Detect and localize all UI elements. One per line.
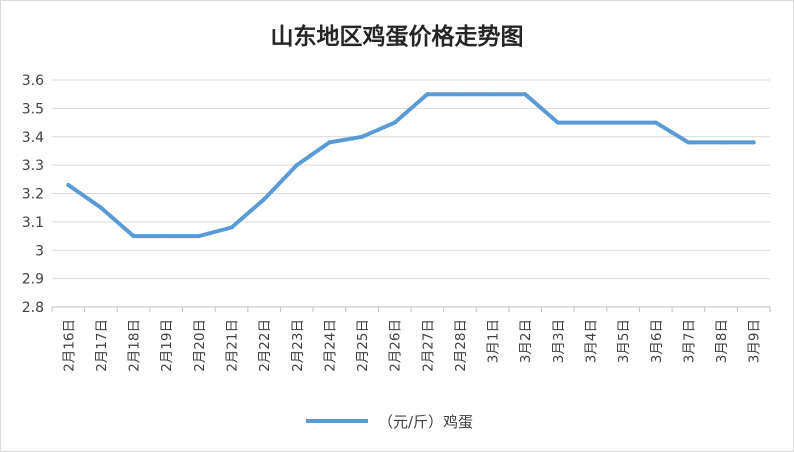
y-tick-label: 3.4 (22, 130, 44, 146)
x-tick-label: 2月18日 (127, 319, 143, 372)
data-point (588, 120, 593, 125)
x-tick-label: 2月21日 (225, 319, 241, 372)
data-point (425, 92, 430, 97)
y-tick-label: 3.5 (22, 101, 44, 117)
x-tick-label: 3月6日 (649, 319, 665, 363)
x-tick-label: 3月9日 (747, 319, 763, 363)
x-tick-label: 3月1日 (486, 319, 502, 363)
data-point (131, 234, 136, 239)
x-tick-label: 2月26日 (388, 319, 404, 372)
data-point (490, 92, 495, 97)
x-tick-label: 2月17日 (94, 319, 110, 372)
data-point (392, 120, 397, 125)
x-tick-label: 2月24日 (322, 319, 338, 372)
data-point (719, 140, 724, 145)
grid-lines (52, 79, 770, 308)
y-tick-label: 3 (35, 243, 44, 259)
data-point (262, 197, 267, 202)
data-point (164, 234, 169, 239)
y-tick-label: 2.8 (22, 300, 44, 316)
y-tick-label: 3.6 (22, 73, 44, 89)
x-tick-label: 2月19日 (159, 319, 175, 372)
data-point (294, 163, 299, 168)
x-tick-label: 3月4日 (584, 319, 600, 363)
x-tick-label: 3月2日 (518, 319, 534, 363)
x-tick-label: 3月8日 (714, 319, 730, 363)
data-point (621, 120, 626, 125)
data-point (66, 182, 71, 187)
data-point (457, 92, 462, 97)
x-tick-label: 2月20日 (192, 319, 208, 372)
legend-label: （元/斤）鸡蛋 (378, 413, 473, 431)
x-tick-label: 3月7日 (681, 319, 697, 363)
y-tick-label: 3.1 (22, 215, 44, 231)
x-tick-label: 2月23日 (290, 319, 306, 372)
y-tick-label: 3.3 (22, 158, 44, 174)
data-point (686, 140, 691, 145)
x-tick-label: 2月25日 (355, 319, 371, 372)
x-axis: 2月16日 2月17日 2月18日 2月19日 2月20日 2月21日 2月22日 2月23日… (51, 307, 771, 372)
data-point (229, 225, 234, 230)
series-line (66, 92, 756, 239)
data-point (196, 234, 201, 239)
x-tick-label: 3月3日 (551, 319, 567, 363)
data-point (555, 120, 560, 125)
data-point (751, 140, 756, 145)
data-point (360, 134, 365, 139)
data-point (98, 205, 103, 210)
x-tick-label: 3月5日 (616, 319, 632, 363)
chart-title: 山东地区鸡蛋价格走势图 (271, 23, 524, 50)
series-layer (66, 92, 756, 239)
x-tick-label: 2月28日 (453, 319, 469, 372)
y-tick-label: 2.9 (22, 272, 44, 288)
x-tick-label: 2月16日 (61, 319, 77, 372)
data-point (523, 92, 528, 97)
y-tick-label: 3.2 (22, 187, 44, 203)
data-point (653, 120, 658, 125)
legend: （元/斤）鸡蛋 (306, 413, 473, 431)
x-tick-label: 2月22日 (257, 319, 273, 372)
data-point (327, 140, 332, 145)
y-axis: 2.8 2.9 3 3.1 3.2 3.3 3.4 3.5 3.6 (22, 73, 44, 316)
x-tick-label: 2月27日 (420, 319, 436, 372)
